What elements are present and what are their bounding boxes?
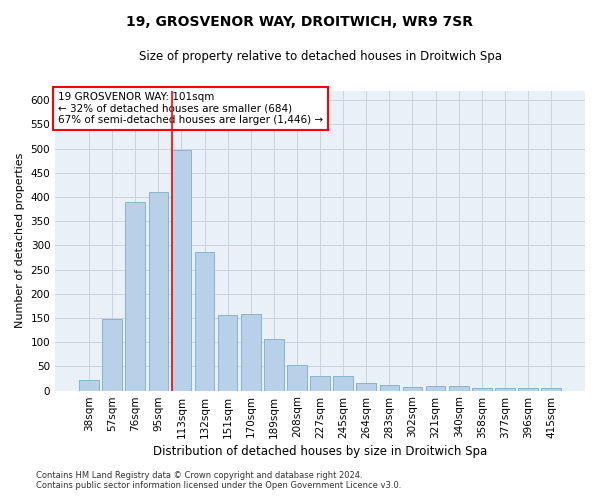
- Bar: [264, 339, 284, 390]
- Bar: [241, 314, 260, 390]
- Bar: [195, 252, 214, 390]
- Text: 19 GROSVENOR WAY: 101sqm
← 32% of detached houses are smaller (684)
67% of semi-: 19 GROSVENOR WAY: 101sqm ← 32% of detach…: [58, 92, 323, 126]
- Bar: [149, 192, 168, 390]
- Bar: [310, 376, 330, 390]
- Bar: [356, 383, 376, 390]
- Bar: [449, 386, 469, 390]
- Bar: [380, 385, 399, 390]
- Bar: [403, 386, 422, 390]
- Bar: [218, 314, 238, 390]
- Bar: [426, 386, 445, 390]
- Bar: [495, 388, 515, 390]
- Bar: [518, 388, 538, 390]
- Bar: [125, 202, 145, 390]
- Text: Contains HM Land Registry data © Crown copyright and database right 2024.
Contai: Contains HM Land Registry data © Crown c…: [36, 470, 401, 490]
- Bar: [541, 388, 561, 390]
- Text: 19, GROSVENOR WAY, DROITWICH, WR9 7SR: 19, GROSVENOR WAY, DROITWICH, WR9 7SR: [127, 15, 473, 29]
- Bar: [472, 388, 491, 390]
- Y-axis label: Number of detached properties: Number of detached properties: [15, 153, 25, 328]
- X-axis label: Distribution of detached houses by size in Droitwich Spa: Distribution of detached houses by size …: [153, 444, 487, 458]
- Bar: [172, 150, 191, 390]
- Bar: [79, 380, 99, 390]
- Bar: [103, 319, 122, 390]
- Bar: [287, 365, 307, 390]
- Bar: [334, 376, 353, 390]
- Title: Size of property relative to detached houses in Droitwich Spa: Size of property relative to detached ho…: [139, 50, 502, 63]
